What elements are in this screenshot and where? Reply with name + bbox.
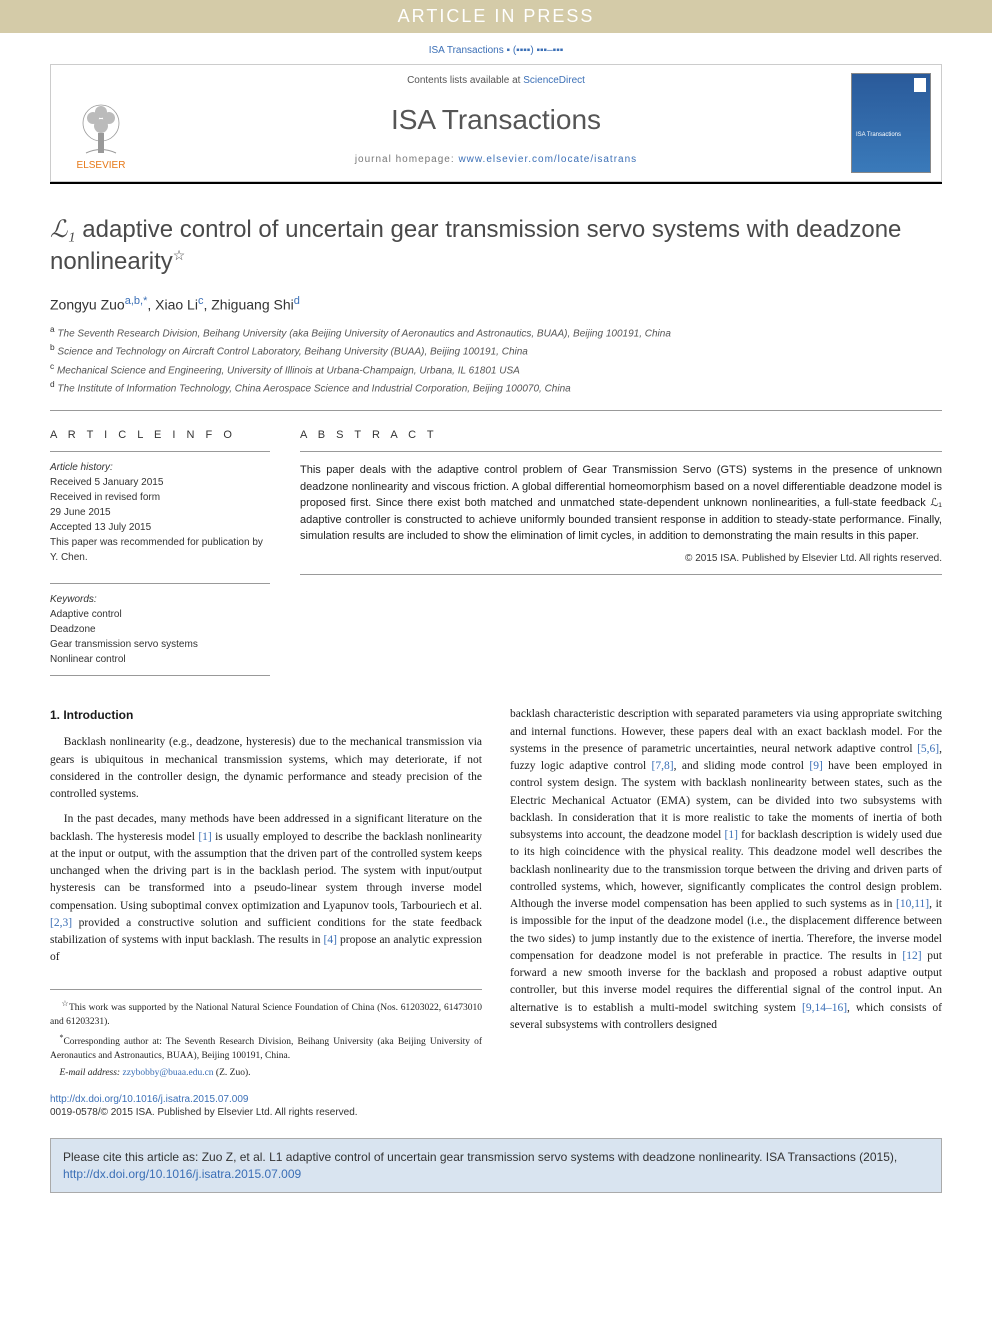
citation-text: Please cite this article as: Zuo Z, et a… bbox=[63, 1150, 897, 1164]
doi-link[interactable]: http://dx.doi.org/10.1016/j.isatra.2015.… bbox=[50, 1094, 248, 1105]
abstract-text: This paper deals with the adaptive contr… bbox=[300, 462, 942, 545]
homepage-prefix: journal homepage: bbox=[355, 154, 459, 165]
ref-2-3: [2,3] bbox=[50, 917, 72, 929]
intro-p3: backlash characteristic description with… bbox=[510, 706, 942, 1034]
ref-7-8: [7,8] bbox=[652, 760, 674, 772]
top-citation-line: ISA Transactions ▪ (▪▪▪▪) ▪▪▪–▪▪▪ bbox=[0, 33, 992, 64]
affiliation-a: a The Seventh Research Division, Beihang… bbox=[50, 323, 942, 341]
header-center: Contents lists available at ScienceDirec… bbox=[151, 65, 841, 181]
author-3: Zhiguang Shi bbox=[211, 297, 294, 313]
abstract-column: A B S T R A C T This paper deals with th… bbox=[300, 429, 942, 676]
author-3-affil: d bbox=[294, 295, 300, 307]
ref-1: [1] bbox=[198, 831, 211, 843]
abstract-copyright: © 2015 ISA. Published by Elsevier Ltd. A… bbox=[300, 553, 942, 564]
ref-5-6: [5,6] bbox=[917, 743, 939, 755]
author-2-affil: c bbox=[198, 295, 204, 307]
journal-homepage-line: journal homepage: www.elsevier.com/locat… bbox=[161, 154, 831, 165]
cover-title-text: ISA Transactions bbox=[856, 132, 901, 138]
contents-available-line: Contents lists available at ScienceDirec… bbox=[161, 75, 831, 86]
issn-copyright-line: 0019-0578/© 2015 ISA. Published by Elsev… bbox=[50, 1107, 942, 1118]
body-left-column: 1. Introduction Backlash nonlinearity (e… bbox=[50, 706, 482, 1083]
author-1: Zongyu Zuo bbox=[50, 297, 125, 313]
author-1-affil: a,b,* bbox=[125, 295, 148, 307]
section-1-heading: 1. Introduction bbox=[50, 706, 482, 724]
keyword-4: Nonlinear control bbox=[50, 654, 126, 665]
affiliation-d: d The Institute of Information Technolog… bbox=[50, 378, 942, 396]
ref-10-11: [10,11] bbox=[896, 898, 929, 910]
publisher-name: ELSEVIER bbox=[77, 160, 126, 171]
funding-footnote: ☆This work was supported by the National… bbox=[50, 998, 482, 1030]
body-two-column: 1. Introduction Backlash nonlinearity (e… bbox=[50, 706, 942, 1083]
doi-line: http://dx.doi.org/10.1016/j.isatra.2015.… bbox=[50, 1094, 942, 1105]
keywords-label: Keywords: bbox=[50, 594, 97, 605]
ref-9: [9] bbox=[809, 760, 822, 772]
article-info-heading: A R T I C L E I N F O bbox=[50, 429, 270, 441]
keyword-1: Adaptive control bbox=[50, 609, 122, 620]
ref-9-14-16: [9,14–16] bbox=[802, 1002, 847, 1014]
article-in-press-banner: ARTICLE IN PRESS bbox=[0, 0, 992, 33]
email-link[interactable]: zzybobby@buaa.edu.cn bbox=[122, 1068, 213, 1078]
elsevier-tree-icon bbox=[71, 98, 131, 158]
citation-doi-link[interactable]: http://dx.doi.org/10.1016/j.isatra.2015.… bbox=[63, 1167, 301, 1181]
journal-header-box: ELSEVIER Contents lists available at Sci… bbox=[50, 64, 942, 182]
revised-label: Received in revised form bbox=[50, 492, 160, 503]
header-divider bbox=[50, 182, 942, 184]
email-footnote: E-mail address: zzybobby@buaa.edu.cn (Z.… bbox=[50, 1067, 482, 1081]
affiliation-c: c Mechanical Science and Engineering, Un… bbox=[50, 360, 942, 378]
accepted-date: Accepted 13 July 2015 bbox=[50, 522, 151, 533]
affiliation-b: b Science and Technology on Aircraft Con… bbox=[50, 341, 942, 359]
publisher-logo-block: ELSEVIER bbox=[51, 65, 151, 181]
article-history-block: Article history: Received 5 January 2015… bbox=[50, 451, 270, 565]
ref-12: [12] bbox=[902, 950, 921, 962]
ref-4: [4] bbox=[324, 934, 337, 946]
revised-date: 29 June 2015 bbox=[50, 507, 111, 518]
recommended-by: This paper was recommended for publicati… bbox=[50, 537, 263, 563]
contents-prefix: Contents lists available at bbox=[407, 75, 523, 86]
journal-cover-block: ISA Transactions bbox=[841, 65, 941, 181]
authors-line: Zongyu Zuoa,b,*, Xiao Lic, Zhiguang Shid bbox=[50, 295, 942, 313]
keywords-block: Keywords: Adaptive control Deadzone Gear… bbox=[50, 583, 270, 676]
article-title-block: ℒ₁ adaptive control of uncertain gear tr… bbox=[50, 214, 942, 277]
keyword-2: Deadzone bbox=[50, 624, 96, 635]
corresponding-footnote: *Corresponding author at: The Seventh Re… bbox=[50, 1032, 482, 1064]
homepage-link[interactable]: www.elsevier.com/locate/isatrans bbox=[458, 154, 637, 165]
citation-suggestion-box: Please cite this article as: Zuo Z, et a… bbox=[50, 1138, 942, 1194]
title-footnote-marker: ☆ bbox=[173, 247, 186, 263]
affiliations-block: a The Seventh Research Division, Beihang… bbox=[50, 323, 942, 396]
article-title: ℒ₁ adaptive control of uncertain gear tr… bbox=[50, 214, 942, 277]
author-2: Xiao Li bbox=[155, 297, 198, 313]
abstract-box: This paper deals with the adaptive contr… bbox=[300, 451, 942, 575]
journal-name: ISA Transactions bbox=[161, 104, 831, 136]
sciencedirect-link[interactable]: ScienceDirect bbox=[523, 75, 585, 86]
footnotes-block: ☆This work was supported by the National… bbox=[50, 989, 482, 1081]
title-symbol: ℒ₁ bbox=[50, 217, 76, 243]
article-info-column: A R T I C L E I N F O Article history: R… bbox=[50, 429, 270, 676]
ref-1b: [1] bbox=[725, 829, 738, 841]
info-abstract-row: A R T I C L E I N F O Article history: R… bbox=[50, 429, 942, 676]
body-right-column: backlash characteristic description with… bbox=[510, 706, 942, 1083]
keyword-3: Gear transmission servo systems bbox=[50, 639, 198, 650]
abstract-heading: A B S T R A C T bbox=[300, 429, 942, 441]
title-main: adaptive control of uncertain gear trans… bbox=[50, 216, 901, 275]
journal-cover-image: ISA Transactions bbox=[851, 73, 931, 173]
affil-divider bbox=[50, 410, 942, 411]
received-date: Received 5 January 2015 bbox=[50, 477, 163, 488]
intro-p2: In the past decades, many methods have b… bbox=[50, 811, 482, 966]
intro-p1: Backlash nonlinearity (e.g., deadzone, h… bbox=[50, 734, 482, 803]
history-label: Article history: bbox=[50, 462, 113, 473]
